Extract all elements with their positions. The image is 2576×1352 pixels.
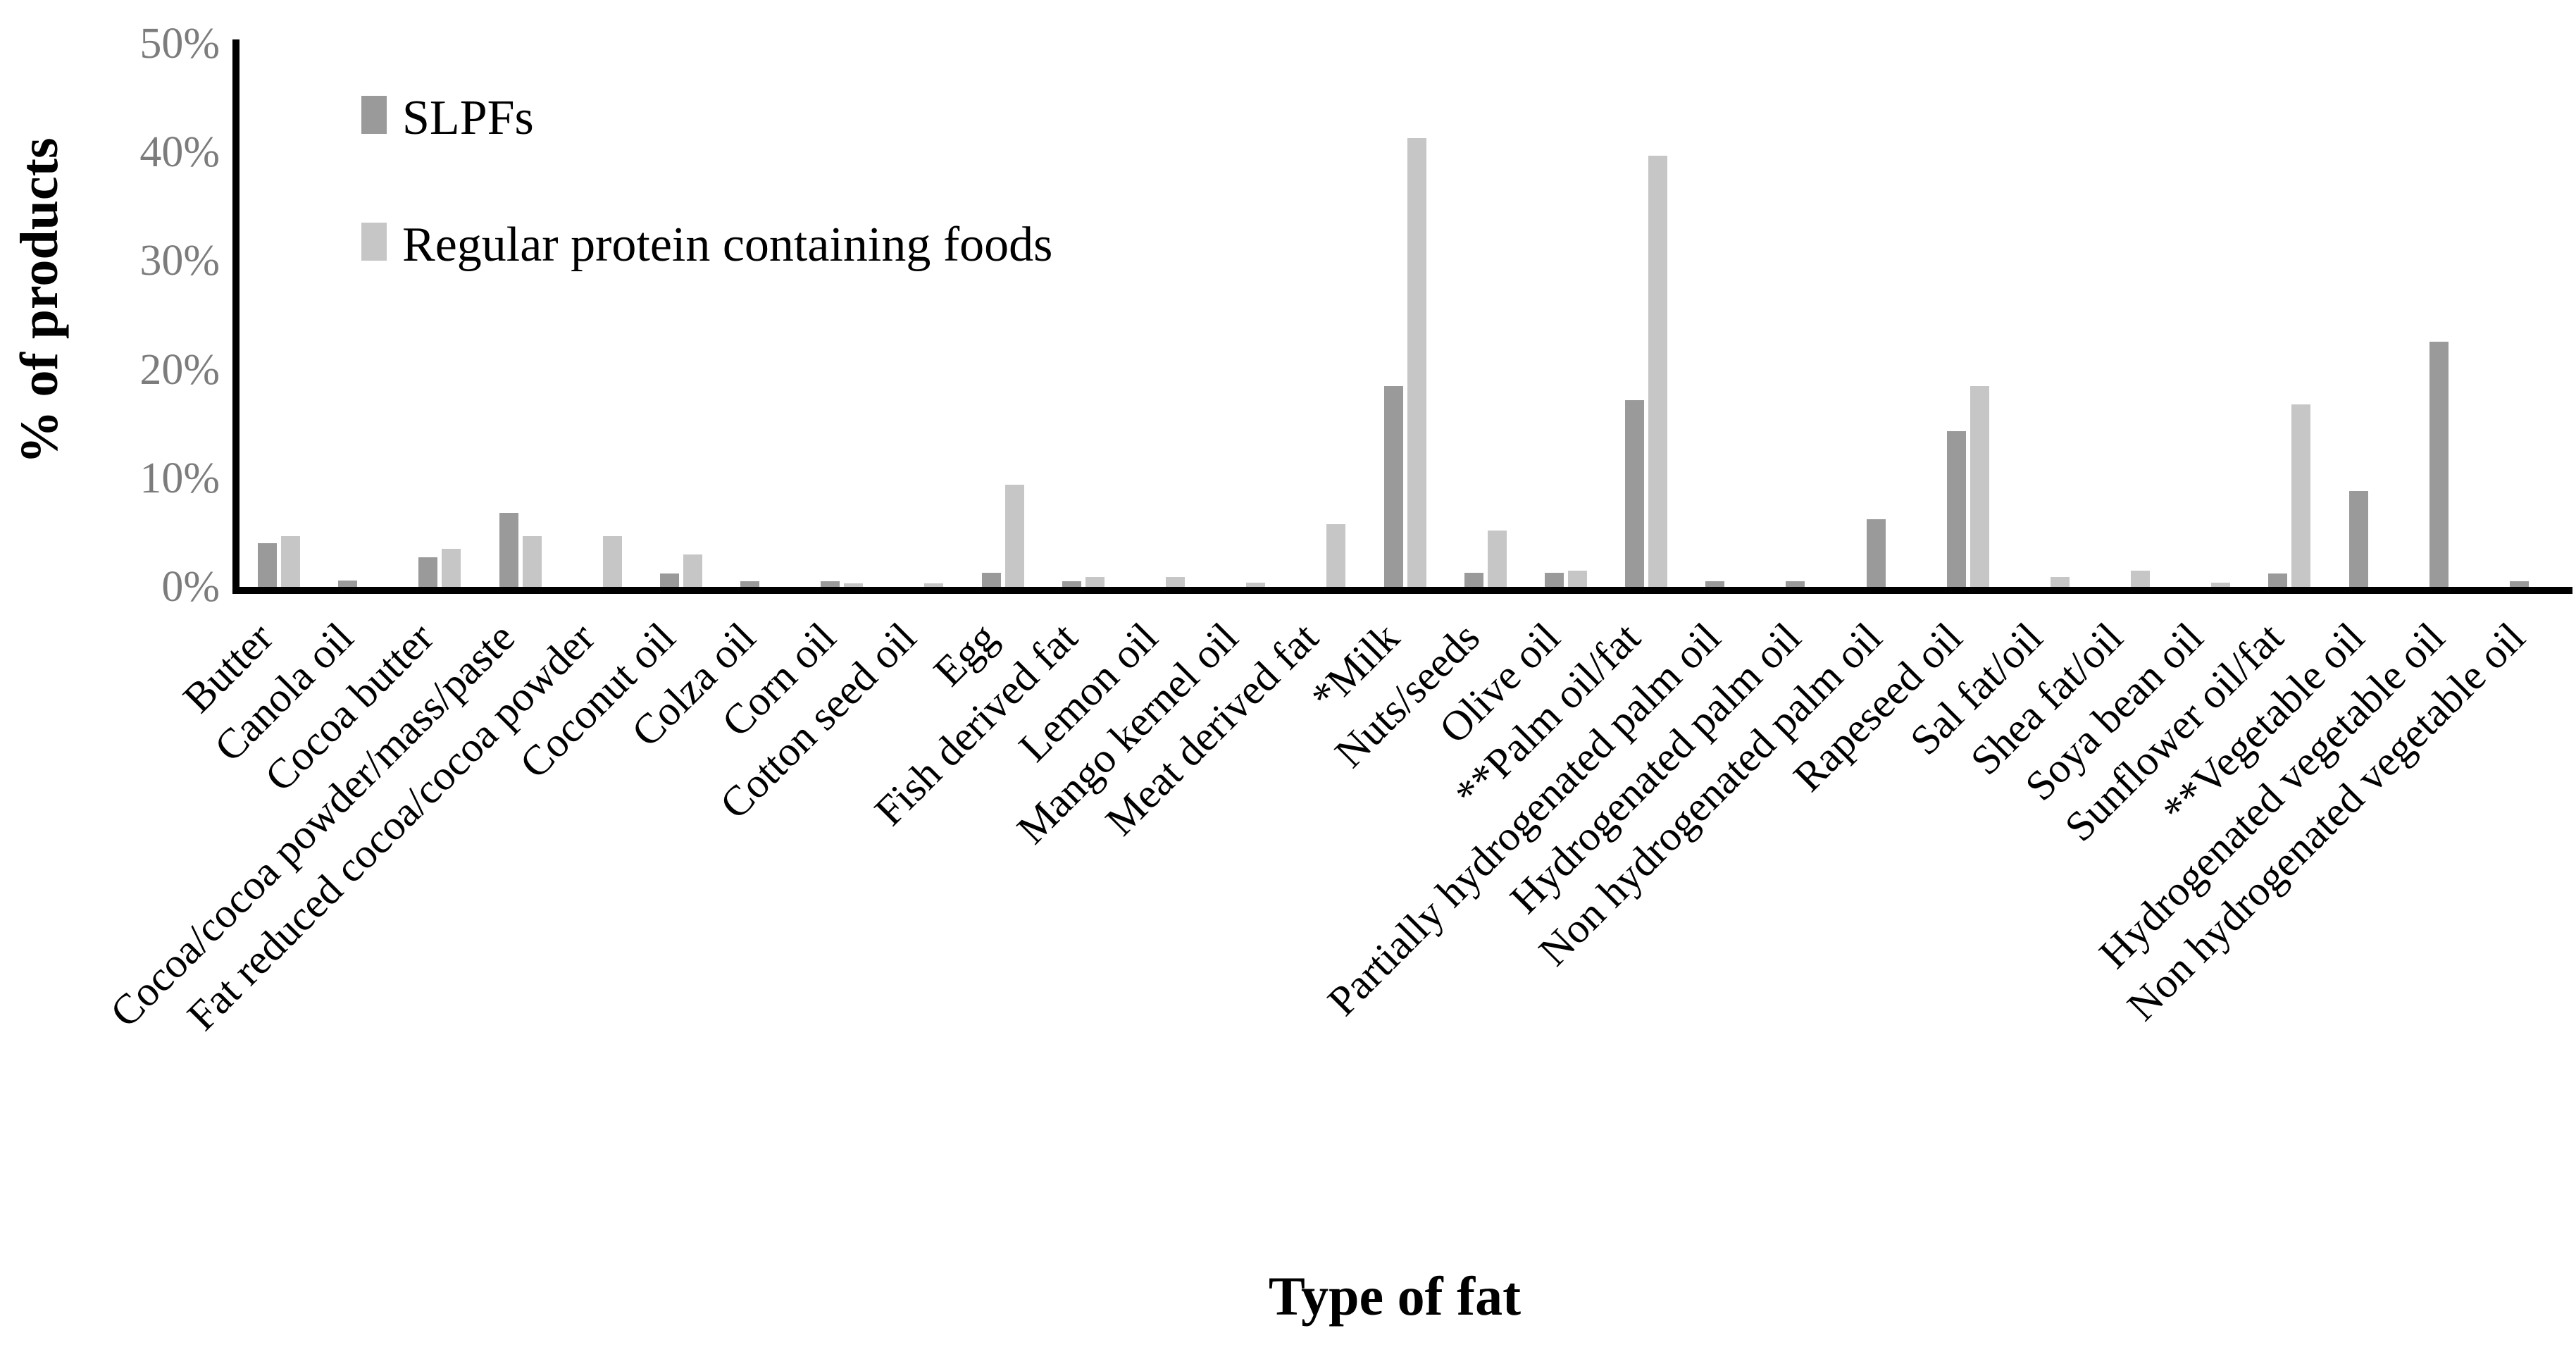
y-tick-label: 10% — [139, 454, 220, 502]
bar-regular — [2051, 577, 2070, 587]
y-tick-label: 30% — [139, 237, 220, 285]
bar-slpfs — [1384, 386, 1403, 587]
x-axis-title: Type of fat — [1268, 1265, 1522, 1327]
bar-slpfs — [660, 573, 679, 587]
bar-slpfs — [1786, 581, 1805, 587]
y-tick-label: 40% — [139, 128, 220, 177]
bar-slpfs — [2510, 581, 2529, 587]
bar-regular — [683, 554, 702, 587]
bar-slpfs — [982, 573, 1001, 587]
bar-slpfs — [1062, 581, 1081, 587]
bar-regular — [1246, 583, 1265, 587]
bar-slpfs — [2268, 573, 2287, 587]
bar-slpfs — [338, 581, 357, 587]
bar-regular — [1166, 577, 1185, 587]
bar-regular — [1648, 156, 1667, 587]
bar-slpfs — [1867, 519, 1886, 587]
bar-regular — [1005, 485, 1024, 587]
x-axis-line — [232, 587, 2572, 594]
bar-regular — [844, 583, 863, 587]
y-tick-label: 50% — [139, 20, 220, 68]
bar-slpfs — [1625, 400, 1644, 587]
bar-slpfs — [1545, 573, 1564, 587]
bar-regular — [1326, 524, 1345, 587]
bar-slpfs — [2429, 342, 2449, 587]
bar-regular — [2291, 404, 2310, 587]
bar-regular — [1568, 571, 1587, 587]
bar-regular — [924, 583, 943, 587]
bar-slpfs — [1947, 431, 1966, 587]
y-tick-label: 0% — [161, 563, 220, 611]
bar-slpfs — [1705, 581, 1724, 587]
y-tick-label: 20% — [139, 345, 220, 394]
legend-label-slpfs: SLPFs — [402, 91, 534, 145]
bar-slpfs — [499, 513, 518, 587]
legend-item-slpfs: SLPFs — [361, 91, 534, 156]
bar-regular — [2131, 571, 2150, 587]
bar-slpfs — [1464, 573, 1483, 587]
bar-slpfs — [418, 557, 437, 587]
bar-slpfs — [2349, 491, 2368, 587]
bar-regular — [603, 536, 622, 587]
bar-regular — [281, 536, 300, 587]
bar-regular — [523, 536, 542, 587]
bar-regular — [1085, 577, 1105, 587]
bar-slpfs — [740, 581, 759, 587]
bar-regular — [1488, 531, 1507, 587]
bar-regular — [1407, 138, 1426, 587]
legend-label-regular: Regular protein containing foods — [402, 218, 1053, 272]
y-axis-line — [232, 39, 239, 593]
bar-slpfs — [258, 543, 277, 587]
bar-regular — [2211, 583, 2230, 587]
bar-regular — [1970, 386, 1989, 587]
bar-slpfs — [821, 581, 840, 587]
legend-swatch-regular — [361, 223, 387, 261]
legend-swatch-slpfs — [361, 96, 387, 134]
legend-item-regular: Regular protein containing foods — [361, 218, 1052, 283]
bar-regular — [442, 549, 461, 587]
